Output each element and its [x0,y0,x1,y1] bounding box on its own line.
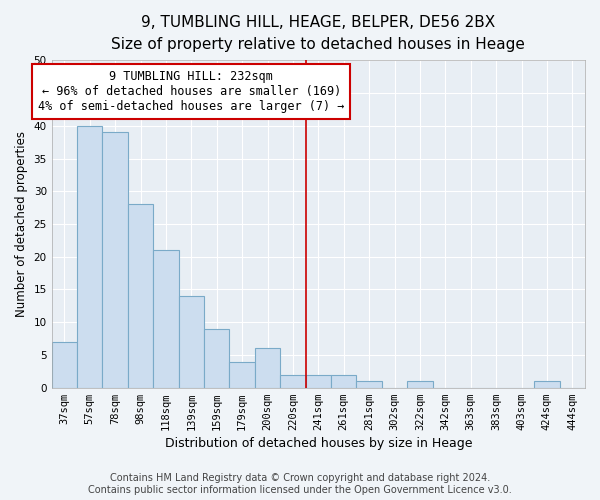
Bar [407,381,433,388]
Bar [77,126,103,388]
Y-axis label: Number of detached properties: Number of detached properties [15,131,28,317]
Bar [229,362,255,388]
Bar [103,132,128,388]
Bar [305,374,331,388]
Bar [331,374,356,388]
Bar [179,296,204,388]
Title: 9, TUMBLING HILL, HEAGE, BELPER, DE56 2BX
Size of property relative to detached : 9, TUMBLING HILL, HEAGE, BELPER, DE56 2B… [112,15,525,52]
Bar [52,342,77,388]
X-axis label: Distribution of detached houses by size in Heage: Distribution of detached houses by size … [164,437,472,450]
Bar [280,374,305,388]
Bar [128,204,153,388]
Bar [255,348,280,388]
Bar [356,381,382,388]
Bar [534,381,560,388]
Text: 9 TUMBLING HILL: 232sqm
← 96% of detached houses are smaller (169)
4% of semi-de: 9 TUMBLING HILL: 232sqm ← 96% of detache… [38,70,344,113]
Text: Contains HM Land Registry data © Crown copyright and database right 2024.
Contai: Contains HM Land Registry data © Crown c… [88,474,512,495]
Bar [153,250,179,388]
Bar [204,329,229,388]
